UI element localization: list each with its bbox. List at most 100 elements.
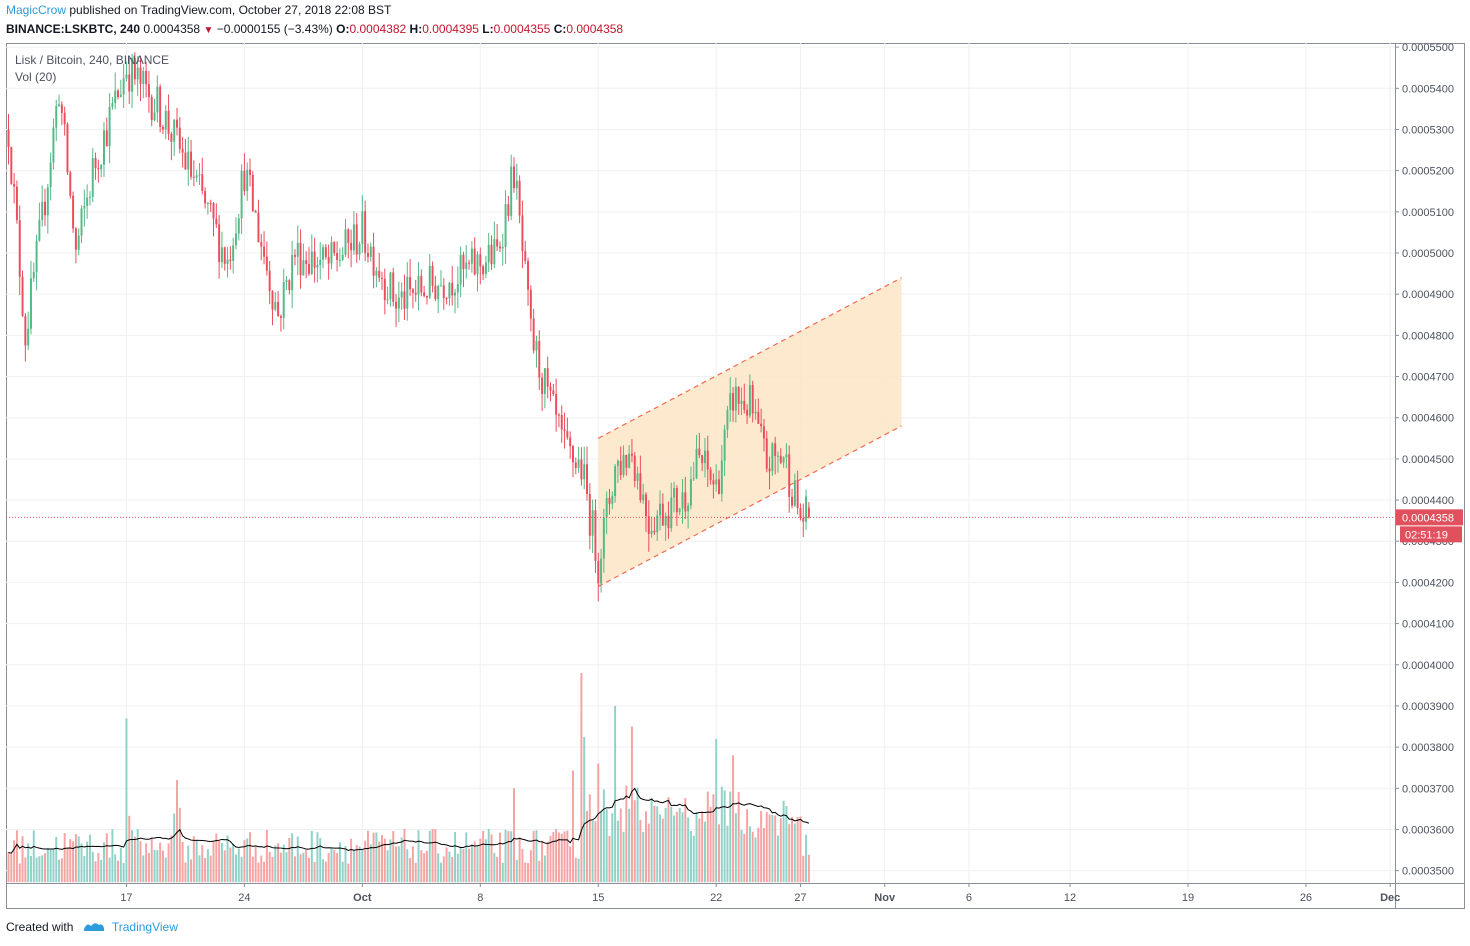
- candle-body: [161, 126, 164, 130]
- candle-body: [91, 158, 94, 197]
- price-tick-label: 0.0004200: [1402, 577, 1454, 589]
- volume-bar: [302, 852, 305, 883]
- volume-bar: [513, 788, 515, 883]
- volume-bar: [664, 807, 667, 883]
- candle-body: [729, 393, 732, 410]
- candle-body: [656, 515, 659, 533]
- candle-body: [723, 429, 726, 461]
- volume-bar: [521, 849, 524, 883]
- candle-body: [46, 187, 49, 216]
- volume-bar: [656, 806, 659, 883]
- volume-bar: [560, 833, 563, 883]
- volume-bar: [454, 831, 457, 883]
- volume-bar: [425, 850, 428, 883]
- volume-bar: [445, 847, 448, 883]
- candle-body: [15, 186, 18, 221]
- volume-bar: [743, 833, 746, 883]
- candle-body: [117, 90, 120, 98]
- candle-body: [58, 104, 61, 106]
- volume-bar: [333, 849, 336, 883]
- volume-bar: [344, 846, 347, 883]
- candle-body: [667, 515, 670, 529]
- candle-body: [552, 390, 555, 395]
- candle-body: [187, 151, 190, 170]
- volume-bar: [257, 862, 260, 883]
- candle-body: [274, 301, 277, 310]
- volume-bar: [580, 673, 583, 883]
- candle-body: [220, 247, 223, 263]
- candle-body: [799, 507, 802, 519]
- volume-bar: [44, 853, 46, 883]
- volume-bar: [117, 860, 120, 883]
- time-tick-label: 27: [794, 892, 806, 904]
- price-tick-label: 0.0003500: [1402, 866, 1454, 878]
- volume-bar: [299, 854, 302, 883]
- author-link[interactable]: MagicCrow: [6, 3, 67, 17]
- volume-bar: [647, 823, 650, 883]
- volume-bar: [330, 847, 333, 883]
- candle-body: [327, 256, 330, 264]
- price-tick-label: 0.0004900: [1402, 289, 1454, 301]
- candle-body: [645, 494, 647, 517]
- candle-body: [355, 224, 358, 255]
- candle-body: [605, 498, 608, 518]
- volume-bar: [501, 862, 504, 883]
- tradingview-link[interactable]: TradingView: [111, 920, 178, 934]
- volume-bar: [768, 814, 771, 883]
- candle-body: [305, 260, 308, 265]
- volume-bar: [678, 808, 681, 883]
- price-tick-label: 0.0003800: [1402, 742, 1454, 754]
- volume-bar: [608, 835, 611, 883]
- time-tick-label: 22: [710, 892, 722, 904]
- volume-bar: [147, 853, 150, 883]
- price-tick-label: 0.0005200: [1402, 166, 1454, 178]
- volume-bar: [313, 862, 316, 883]
- volume-bar: [291, 833, 294, 883]
- candle-body: [462, 254, 465, 269]
- volume-bar: [100, 859, 103, 883]
- created-with-text: Created with: [6, 920, 74, 934]
- candle-body: [684, 492, 687, 512]
- candle-body: [501, 246, 504, 249]
- chart-area[interactable]: 0.0005500 0.0005400 0.0005300 0.0005200 0.00…: [6, 43, 1465, 909]
- candle-body: [136, 67, 139, 80]
- volume-bar: [378, 841, 381, 883]
- candle-body: [246, 169, 249, 191]
- candle-body: [484, 262, 487, 275]
- volume-bar: [341, 861, 344, 883]
- candle-body: [796, 480, 799, 508]
- volume-bar: [583, 736, 586, 883]
- candle-body: [557, 414, 560, 416]
- candle-body: [496, 239, 499, 247]
- candle-body: [647, 516, 650, 534]
- candle-body: [571, 446, 574, 463]
- volume-bar: [420, 850, 423, 883]
- candle-body: [442, 285, 445, 298]
- volume-bar: [411, 846, 414, 883]
- candle-body: [451, 282, 454, 296]
- volume-bar: [605, 809, 608, 883]
- volume-bar: [692, 835, 695, 883]
- candle-body: [100, 164, 103, 170]
- volume-bar: [611, 813, 614, 883]
- candle-body: [515, 180, 518, 189]
- candle-body: [746, 409, 749, 416]
- candle-body: [563, 429, 566, 432]
- volume-bar: [72, 841, 75, 883]
- price-tick-label: 0.0004500: [1402, 454, 1454, 466]
- candle-body: [420, 275, 423, 293]
- candle-body: [437, 286, 440, 300]
- candlestick-chart[interactable]: 0.0005500 0.0005400 0.0005300 0.0005200 0.00…: [6, 43, 1465, 909]
- candle-body: [498, 246, 501, 249]
- symbol-name: BINANCE:LSKBTC, 240: [6, 22, 141, 36]
- volume-bar: [319, 838, 322, 883]
- volume-bar: [108, 857, 111, 883]
- volume-bar: [46, 847, 49, 883]
- candle-body: [7, 129, 10, 147]
- volume-bar: [310, 830, 313, 883]
- volume-bar: [164, 857, 167, 883]
- candle-body: [448, 282, 451, 299]
- open-label: O:: [336, 22, 350, 36]
- candle-body: [69, 172, 72, 196]
- volume-bar: [597, 763, 600, 883]
